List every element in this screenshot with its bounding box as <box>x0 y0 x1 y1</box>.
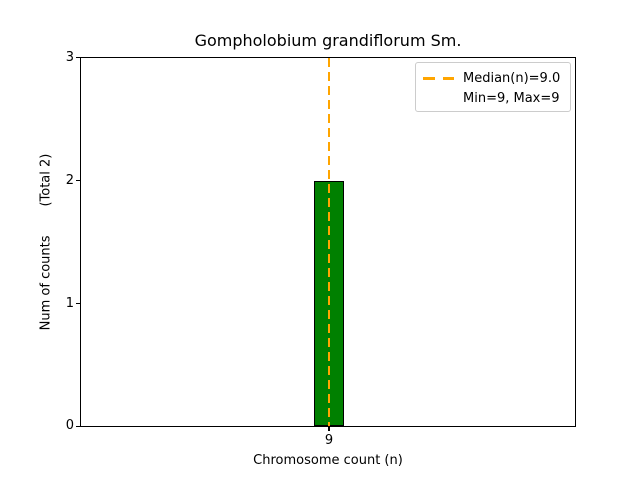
y-tick-label-2: 2 <box>65 173 74 188</box>
y-tick-mark-2 <box>76 180 80 181</box>
median-dashed-line <box>328 58 330 426</box>
y-tick-mark-3 <box>76 57 80 58</box>
legend-minmax-label: Min=9, Max=9 <box>463 90 560 106</box>
legend-median-label: Median(n)=9.0 <box>463 70 561 86</box>
y-tick-mark-1 <box>76 303 80 304</box>
legend-row-minmax: Min=9, Max=9 <box>423 88 563 108</box>
x-tick-mark-9 <box>328 427 330 431</box>
y-tick-label-0: 0 <box>65 418 74 433</box>
y-axis-label: Num of counts (Total 2) <box>38 153 54 331</box>
legend-row-median: Median(n)=9.0 <box>423 68 563 88</box>
x-axis-label: Chromosome count (n) <box>253 453 403 468</box>
y-tick-mark-0 <box>76 426 80 427</box>
y-tick-label-3: 3 <box>65 50 74 65</box>
legend: Median(n)=9.0 Min=9, Max=9 <box>415 62 571 112</box>
x-tick-label-9: 9 <box>324 433 334 448</box>
chart-title: Gompholobium grandiflorum Sm. <box>194 31 462 50</box>
y-tick-label-1: 1 <box>65 296 74 311</box>
legend-blank-handle <box>423 97 454 100</box>
median-line-sample-icon <box>423 76 454 80</box>
